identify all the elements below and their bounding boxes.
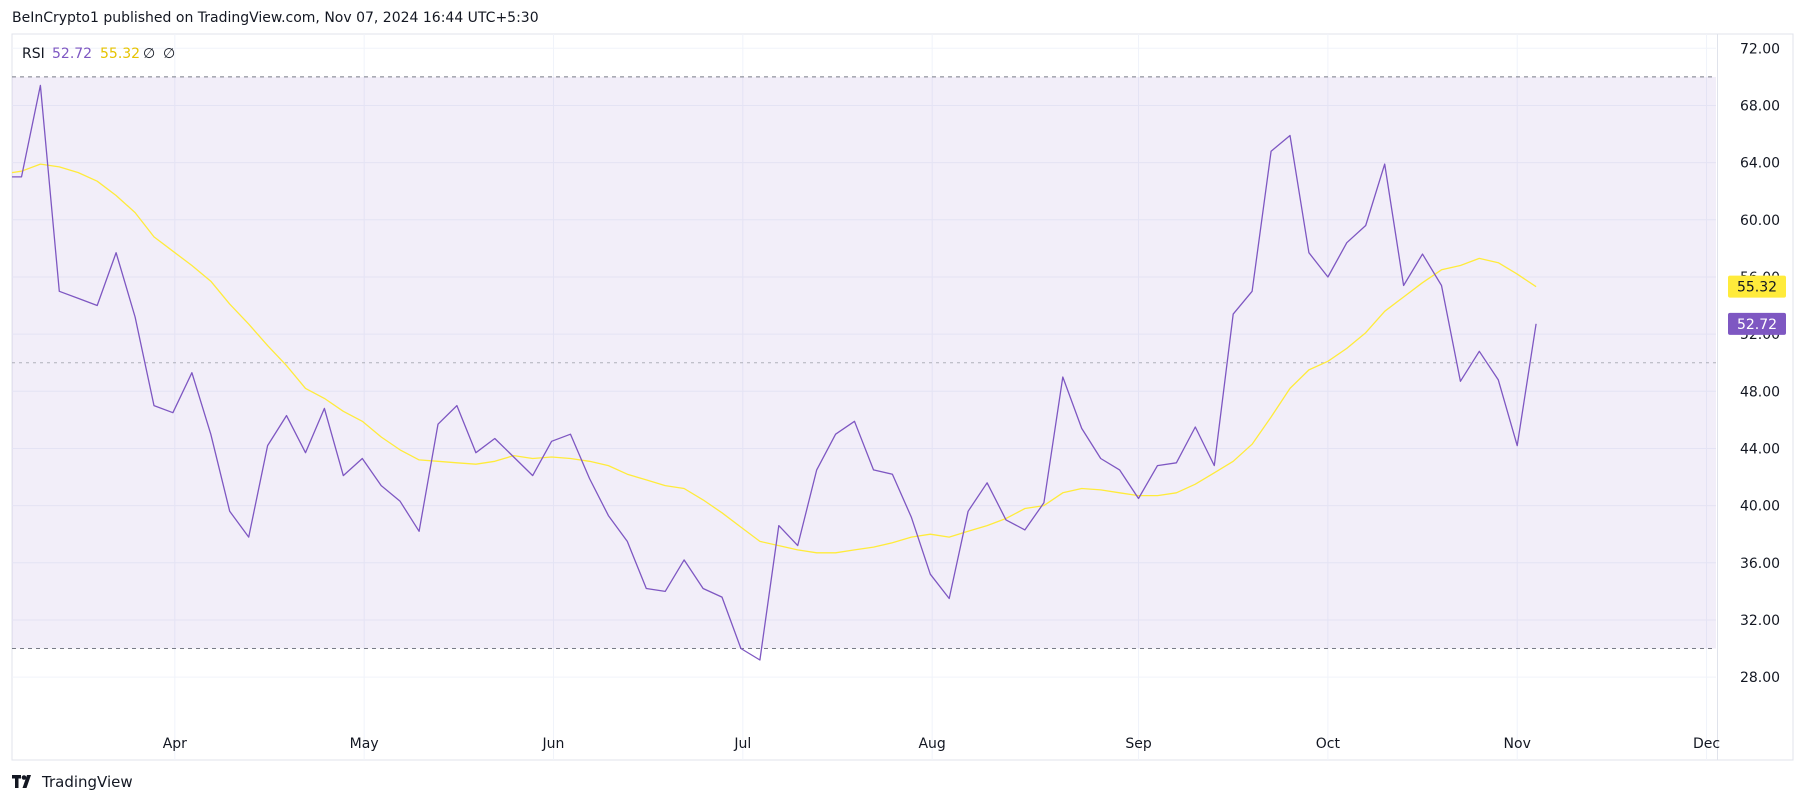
y-tick-label: 48.00 (1740, 384, 1780, 400)
x-tick-label: Sep (1125, 736, 1152, 752)
rsi-current-badge-bg (1728, 312, 1786, 335)
y-tick-label: 28.00 (1740, 670, 1780, 686)
y-tick-label: 40.00 (1740, 499, 1780, 515)
footer-brand: TradingView (42, 773, 133, 791)
rsi-current-badge: 52.72 (1737, 317, 1777, 333)
y-axis: 28.0032.0036.0040.0044.0048.0052.0056.00… (1740, 41, 1780, 686)
x-tick-label: Oct (1316, 736, 1341, 752)
x-tick-label: Apr (163, 736, 187, 752)
rsi-chart: 28.0032.0036.0040.0044.0048.0052.0056.00… (11, 33, 1794, 761)
x-tick-label: Jul (733, 736, 751, 752)
x-axis: Apr May Jun Jul Aug Sep Oct Nov Dec (163, 736, 1720, 752)
legend-rsi-value: 52.72 (52, 46, 92, 62)
current-value-badges: 55.32 52.72 (1728, 275, 1786, 335)
y-tick-label: 36.00 (1740, 556, 1780, 572)
y-tick-label: 32.00 (1740, 613, 1780, 629)
rsi-ma-line (11, 163, 1537, 554)
plot-frame (11, 33, 1794, 761)
publish-info: BeInCrypto1 published on TradingView.com… (12, 10, 539, 26)
x-tick-label: Dec (1693, 736, 1720, 752)
x-tick-label: Nov (1504, 736, 1531, 752)
pane-separator (1717, 34, 1718, 760)
y-tick-label: 68.00 (1740, 98, 1780, 114)
legend: RSI 52.72 55.32 ∅ ∅ (22, 46, 175, 62)
ma-current-badge-bg (1728, 275, 1786, 298)
rsi-line (12, 84, 1537, 661)
legend-ma-value: 55.32 (100, 46, 140, 62)
y-tick-label: 64.00 (1740, 156, 1780, 172)
ma-current-badge: 55.32 (1737, 280, 1777, 296)
series-layer (11, 84, 1537, 661)
y-tick-label: 60.00 (1740, 213, 1780, 229)
tradingview-logo-icon (12, 775, 31, 788)
legend-empty-value-2: ∅ (163, 46, 175, 62)
legend-indicator-name: RSI (22, 46, 45, 62)
grid (12, 34, 1716, 760)
footer: TradingView (12, 773, 133, 791)
x-tick-label: Jun (542, 736, 565, 752)
y-tick-label: 44.00 (1740, 441, 1780, 457)
rsi-band-background (12, 76, 1716, 649)
y-tick-label: 72.00 (1740, 41, 1780, 57)
legend-empty-value-1: ∅ (143, 46, 155, 62)
x-tick-label: May (350, 736, 379, 752)
x-tick-label: Aug (918, 736, 945, 752)
